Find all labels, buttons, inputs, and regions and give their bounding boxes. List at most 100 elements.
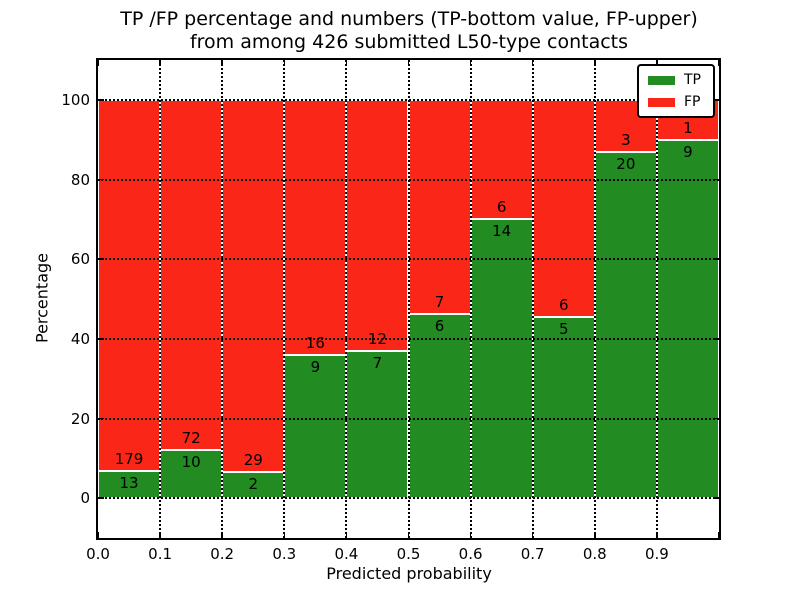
y-tick-mark: [98, 258, 104, 260]
x-tick-mark: [159, 532, 161, 538]
x-tick-mark: [97, 532, 99, 538]
x-tick-mark: [594, 60, 596, 66]
fp-legend-swatch-icon: [648, 97, 675, 107]
tp-bar-segment: [470, 219, 533, 499]
gridline-vertical: [159, 60, 162, 538]
y-tick-mark: [98, 497, 104, 499]
y-tick-label: 40: [70, 329, 90, 348]
fp-count-label: 16: [305, 333, 325, 352]
tp-count-label: 13: [119, 474, 139, 493]
chart-title-line1: TP /FP percentage and numbers (TP-bottom…: [120, 8, 698, 30]
x-tick-mark: [469, 532, 472, 538]
tp-count-label: 5: [558, 320, 569, 339]
tp-count-label: 14: [492, 222, 512, 241]
tp-count-label: 6: [434, 317, 445, 336]
x-tick-mark: [407, 532, 410, 538]
fp-legend-label: FP: [684, 94, 701, 110]
x-tick-label: 0.1: [148, 545, 173, 563]
chart-title: TP /FP percentage and numbers (TP-bottom…: [9, 8, 800, 54]
gridline-vertical: [407, 60, 410, 538]
gridline-vertical: [283, 60, 286, 538]
y-tick-mark: [98, 417, 104, 420]
y-tick-label: 0: [80, 489, 90, 508]
tp-bar-segment: [656, 139, 719, 499]
fp-bar-segment: [284, 99, 347, 355]
fp-count-label: 6: [496, 198, 507, 217]
gridline-vertical: [593, 60, 596, 538]
tp-count-label: 7: [372, 354, 383, 373]
x-tick-mark: [656, 60, 658, 66]
fp-count-label: 179: [114, 450, 144, 469]
x-tick-mark: [159, 60, 161, 66]
tp-count-label: 9: [683, 142, 693, 161]
tp-bar-segment: [346, 351, 409, 499]
fp-count-label: 6: [558, 296, 569, 315]
x-tick-mark: [283, 532, 286, 538]
x-tick-mark: [221, 532, 223, 538]
gridline-vertical: [469, 60, 472, 538]
y-tick-mark: [713, 417, 719, 420]
tp-count-label: 9: [310, 357, 321, 376]
x-tick-label: 0.5: [396, 545, 421, 563]
y-tick-mark: [713, 338, 719, 340]
legend: TP FP: [637, 64, 715, 118]
chart-title-line2: from among 426 submitted L50-type contac…: [189, 31, 629, 53]
x-tick-label: 0.4: [334, 545, 359, 563]
gridline-vertical: [531, 60, 534, 538]
x-tick-mark: [469, 60, 472, 66]
fp-count-label: 72: [181, 428, 201, 447]
fp-bar-segment: [408, 99, 471, 315]
gridline-vertical: [221, 60, 224, 538]
legend-item-tp: TP: [648, 73, 701, 87]
fp-count-label: 12: [367, 330, 387, 349]
x-tick-mark: [718, 60, 720, 66]
tp-bar-segment: [160, 449, 223, 499]
x-tick-mark: [656, 532, 658, 538]
x-tick-label: 0.9: [644, 545, 669, 563]
tp-bar-segment: [532, 317, 595, 499]
y-tick-mark: [713, 178, 719, 181]
x-tick-mark: [531, 532, 534, 538]
x-tick-mark: [97, 60, 99, 66]
fp-count-label: 7: [434, 293, 445, 312]
tp-count-label: 20: [616, 154, 636, 173]
x-tick-label: 0.7: [520, 545, 545, 563]
x-tick-mark: [594, 532, 596, 538]
x-tick-mark: [531, 60, 534, 66]
fp-count-label: 3: [621, 130, 631, 149]
fp-bar-segment: [532, 99, 595, 318]
fp-count-label: 1: [683, 118, 693, 137]
x-tick-mark: [718, 532, 720, 538]
x-tick-mark: [407, 60, 410, 66]
tp-legend-label: TP: [684, 72, 701, 88]
tp-bar-segment: [284, 354, 347, 499]
x-tick-label: 0.0: [86, 545, 110, 563]
y-tick-label: 20: [70, 409, 90, 428]
y-tick-label: 60: [70, 250, 90, 269]
x-tick-mark: [283, 60, 286, 66]
tp-legend-swatch-icon: [648, 75, 675, 85]
gridline-vertical: [655, 60, 658, 538]
y-tick-mark: [713, 497, 719, 499]
x-tick-mark: [221, 60, 223, 66]
x-tick-mark: [345, 532, 348, 538]
plot-area: TP FP 179 13 72 10 29 2 16 9 12 7 7 6 6 14 6 5 3 20 1 9: [96, 58, 721, 540]
y-tick-mark: [98, 99, 104, 101]
x-tick-label: 0.3: [272, 545, 297, 563]
tp-count-label: 10: [181, 452, 201, 471]
fp-bar-segment: [98, 99, 161, 472]
tp-count-label: 2: [248, 475, 258, 494]
x-tick-mark: [345, 60, 348, 66]
y-tick-label: 100: [61, 90, 90, 109]
fp-count-label: 29: [243, 451, 263, 470]
x-axis-label: Predicted probability: [326, 564, 492, 583]
y-tick-mark: [713, 258, 719, 260]
y-tick-mark: [98, 338, 104, 340]
legend-item-fp: FP: [648, 95, 701, 109]
y-tick-mark: [98, 178, 104, 181]
fp-bar-segment: [346, 99, 409, 352]
y-tick-label: 80: [70, 170, 90, 189]
x-tick-label: 0.2: [210, 545, 235, 563]
y-tick-mark: [713, 99, 719, 101]
